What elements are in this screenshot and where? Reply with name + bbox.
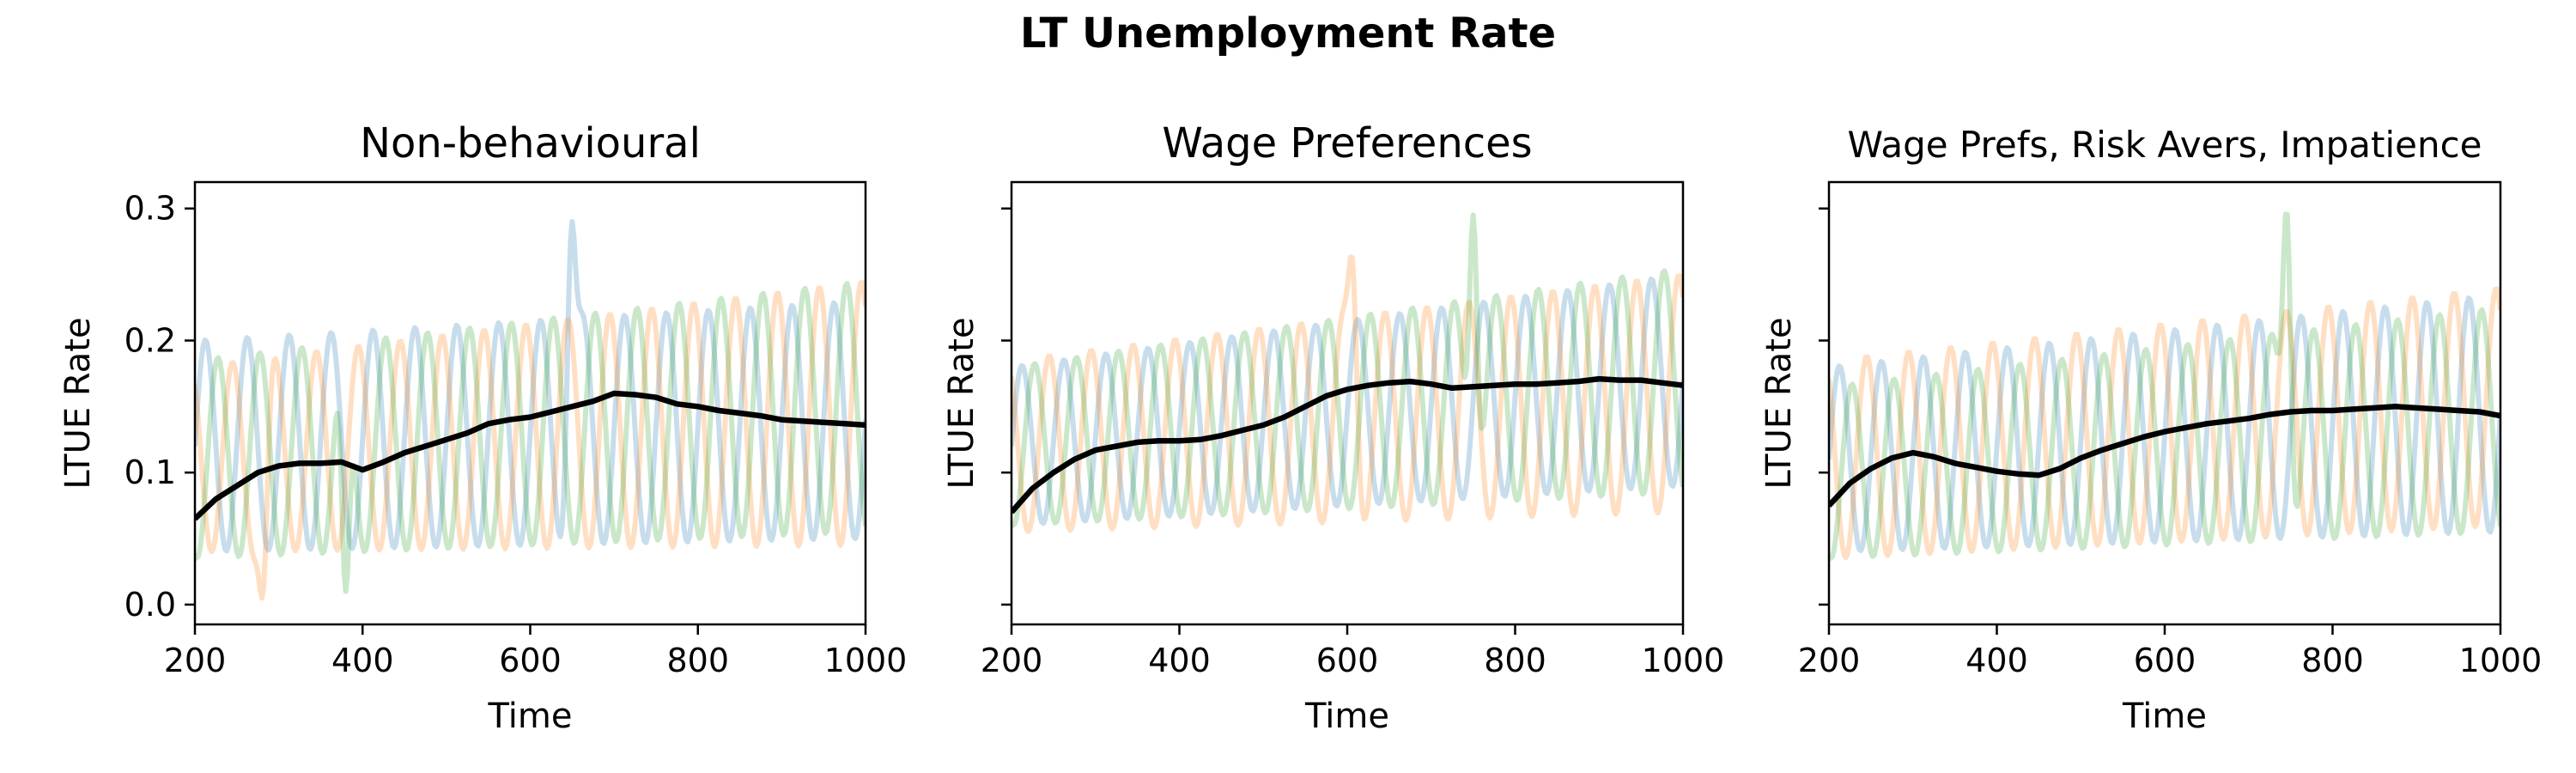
x-tick-label: 1000 [1642,642,1725,679]
x-tick-label: 400 [331,642,394,679]
run-line-2 [1829,286,2500,561]
x-tick-label: 200 [164,642,227,679]
panel-title: Wage Preferences [1162,119,1532,167]
x-tick-label: 800 [666,642,729,679]
y-tick-label: 0.1 [125,453,176,491]
x-tick-label: 1000 [824,642,908,679]
run-line-3 [195,281,866,594]
x-tick-label: 600 [499,642,562,679]
x-tick-label: 400 [1148,642,1211,679]
run-line-2 [195,280,866,601]
x-tick-label: 600 [1316,642,1379,679]
y-axis-label: LTUE Rate [942,317,981,489]
x-tick-label: 1000 [2459,642,2543,679]
figure-title: LT Unemployment Rate [1020,9,1556,58]
x-tick-label: 400 [1965,642,2028,679]
x-tick-label: 200 [1798,642,1861,679]
run-line-3 [1012,212,1683,528]
mean-line [1829,404,2500,508]
x-tick-label: 200 [981,642,1043,679]
mean-line [195,390,866,521]
x-axis-label: Time [2122,697,2207,736]
plot-area [1012,212,1683,534]
mean-line [1012,375,1683,514]
run-line-1 [1829,295,2500,554]
panel-title: Wage Prefs, Risk Avers, Impatience [1847,124,2482,166]
y-tick-label: 0.0 [125,586,176,624]
x-tick-label: 800 [2301,642,2364,679]
panel-1: 200 400 600 800 1000 0.0 0.1 0.2 0.3 Non-behaviou… [58,119,907,736]
panel-3: 200 400 600 800 1000 Wage Prefs, Risk Avers, … [1759,124,2542,736]
y-axis-label: LTUE Rate [1759,317,1799,489]
y-tick-label: 0.2 [125,321,176,359]
x-axis-label: Time [1304,697,1389,736]
x-tick-label: 600 [2134,642,2196,679]
plot-area [1829,211,2500,561]
run-line-1 [1012,277,1683,526]
panel-2: 200 400 600 800 1000 Wage Preferences Time LTUE… [942,119,1724,736]
panel-title: Non-behavioural [360,119,701,167]
y-tick-label: 0.3 [125,190,176,228]
run-line-2 [1012,254,1683,534]
x-axis-label: Time [488,697,573,736]
plot-area [195,219,866,601]
run-line-1 [195,219,866,554]
y-axis-label: LTUE Rate [58,317,98,489]
x-tick-label: 800 [1484,642,1546,679]
